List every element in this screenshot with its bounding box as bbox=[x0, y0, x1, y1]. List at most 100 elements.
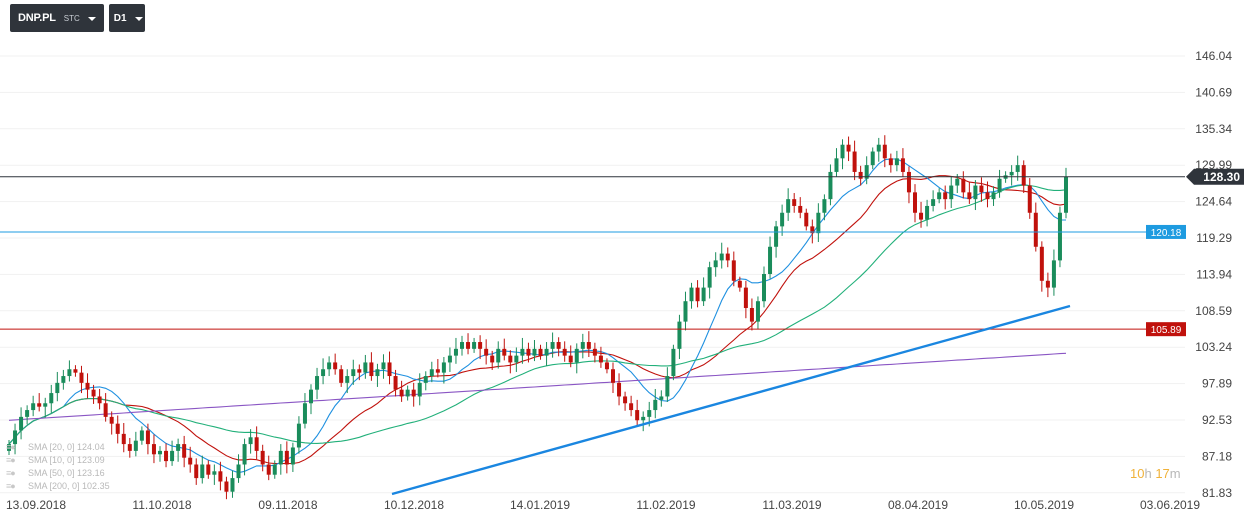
visibility-icon[interactable]: ≡● bbox=[6, 454, 16, 465]
candle-body bbox=[121, 433, 126, 445]
candle-body bbox=[333, 362, 338, 370]
symbol-selector[interactable]: DNP.PL STC bbox=[10, 4, 104, 32]
candle-body bbox=[103, 403, 108, 417]
candle-body bbox=[931, 199, 936, 206]
time-tick-label: 14.01.2019 bbox=[510, 498, 570, 512]
candle-body bbox=[629, 403, 634, 411]
legend-sma200-text: SMA [200, 0] 102.35 bbox=[28, 480, 110, 491]
candle-body bbox=[91, 389, 96, 397]
candle-body bbox=[804, 212, 809, 227]
time-axis: 13.09.2018 11.10.2018 09.11.2018 10.12.2018… bbox=[6, 498, 1200, 512]
candle-body bbox=[834, 158, 839, 172]
candle-body bbox=[985, 192, 990, 200]
candle-body bbox=[810, 226, 815, 234]
candle-body bbox=[236, 464, 241, 479]
time-tick-label: 08.04.2019 bbox=[888, 498, 948, 512]
visibility-icon[interactable]: ≡● bbox=[6, 480, 16, 491]
candle-body bbox=[272, 464, 277, 475]
candle-body bbox=[321, 369, 326, 377]
candle-body bbox=[176, 444, 181, 451]
visibility-icon[interactable]: ≡● bbox=[6, 467, 16, 478]
candle-body bbox=[562, 348, 567, 356]
legend-sma10-text: SMA [10, 0] 123.09 bbox=[28, 454, 105, 465]
candle-body bbox=[671, 348, 676, 377]
candle-body bbox=[266, 464, 271, 475]
price-tick-label: 108.59 bbox=[1195, 304, 1232, 318]
candle-body bbox=[937, 192, 942, 200]
candle-body bbox=[828, 171, 833, 200]
price-level-label: 120.18 bbox=[1151, 228, 1182, 239]
candle-body bbox=[496, 348, 501, 363]
candle-body bbox=[115, 423, 120, 434]
candle-body bbox=[423, 376, 428, 383]
candle-body bbox=[351, 369, 356, 377]
timeframe-selector[interactable]: D1 bbox=[108, 4, 145, 32]
legend-row-sma200[interactable]: ≡● SMA [200, 0] 102.35 bbox=[6, 479, 110, 492]
candle-body bbox=[67, 369, 72, 377]
candle-countdown: 10h 17m bbox=[1130, 466, 1181, 481]
candle-body bbox=[762, 273, 766, 302]
candle-body bbox=[296, 423, 301, 448]
legend-row-sma50[interactable]: ≡● SMA [50, 0] 123.16 bbox=[6, 466, 110, 479]
candle-body bbox=[568, 355, 573, 363]
price-tick-label: 81.83 bbox=[1202, 486, 1232, 500]
candle-body bbox=[85, 382, 90, 390]
candle-body bbox=[514, 355, 519, 363]
price-tick-label: 146.04 bbox=[1195, 49, 1232, 63]
moving-average-line bbox=[8, 184, 1067, 445]
candle-body bbox=[520, 348, 525, 356]
time-tick-label: 13.09.2018 bbox=[6, 498, 66, 512]
timeframe-label: D1 bbox=[113, 12, 127, 24]
candle-body bbox=[888, 158, 893, 166]
candle-body bbox=[224, 481, 229, 492]
candle-body bbox=[284, 450, 289, 465]
candle-body bbox=[453, 348, 458, 356]
legend-row-sma10[interactable]: ≡● SMA [10, 0] 123.09 bbox=[6, 453, 110, 466]
chevron-down-icon bbox=[134, 16, 143, 21]
candle-body bbox=[604, 362, 609, 370]
candle-body bbox=[725, 253, 730, 261]
indicator-legend: ≡● SMA [20, 0] 124.04 ≡● SMA [10, 0] 123… bbox=[6, 440, 110, 492]
candle-body bbox=[37, 403, 42, 407]
candle-body bbox=[242, 444, 247, 465]
legend-row-sma20[interactable]: ≡● SMA [20, 0] 124.04 bbox=[6, 440, 110, 453]
candle-body bbox=[943, 192, 948, 200]
candle-body bbox=[472, 342, 477, 349]
candle-body bbox=[13, 430, 18, 445]
candle-body bbox=[592, 348, 597, 356]
candle-body bbox=[719, 253, 724, 261]
candle-body bbox=[200, 464, 205, 479]
candle-body bbox=[979, 185, 984, 193]
candle-body bbox=[991, 192, 996, 200]
candle-body bbox=[840, 144, 845, 159]
candle-body bbox=[73, 369, 78, 373]
price-level-label: 105.89 bbox=[1151, 325, 1182, 336]
candle-body bbox=[466, 342, 471, 349]
candle-body bbox=[780, 212, 785, 227]
candle-body bbox=[1021, 165, 1026, 186]
candle-body bbox=[133, 440, 138, 451]
candle-body bbox=[97, 396, 102, 404]
candle-body bbox=[949, 185, 954, 200]
moving-average-line bbox=[8, 158, 1067, 474]
candle-body bbox=[230, 478, 235, 492]
moving-average-line bbox=[8, 352, 1067, 421]
candle-body bbox=[387, 362, 392, 377]
candle-body bbox=[768, 246, 773, 274]
candle-body bbox=[411, 389, 416, 397]
visibility-icon[interactable]: ≡● bbox=[6, 441, 16, 452]
candle-body bbox=[490, 355, 495, 363]
candle-body bbox=[1051, 260, 1056, 288]
candle-body bbox=[429, 369, 434, 377]
candle-body bbox=[1039, 246, 1044, 281]
price-tick-label: 119.29 bbox=[1196, 231, 1232, 245]
candle-body bbox=[846, 144, 851, 152]
candle-body bbox=[689, 287, 694, 302]
trendline[interactable] bbox=[391, 304, 1071, 496]
candle-body bbox=[405, 389, 410, 397]
candle-body bbox=[677, 321, 682, 349]
candle-body bbox=[399, 389, 404, 397]
time-tick-label: 11.10.2018 bbox=[132, 498, 191, 512]
price-level-tag bbox=[1146, 224, 1186, 239]
